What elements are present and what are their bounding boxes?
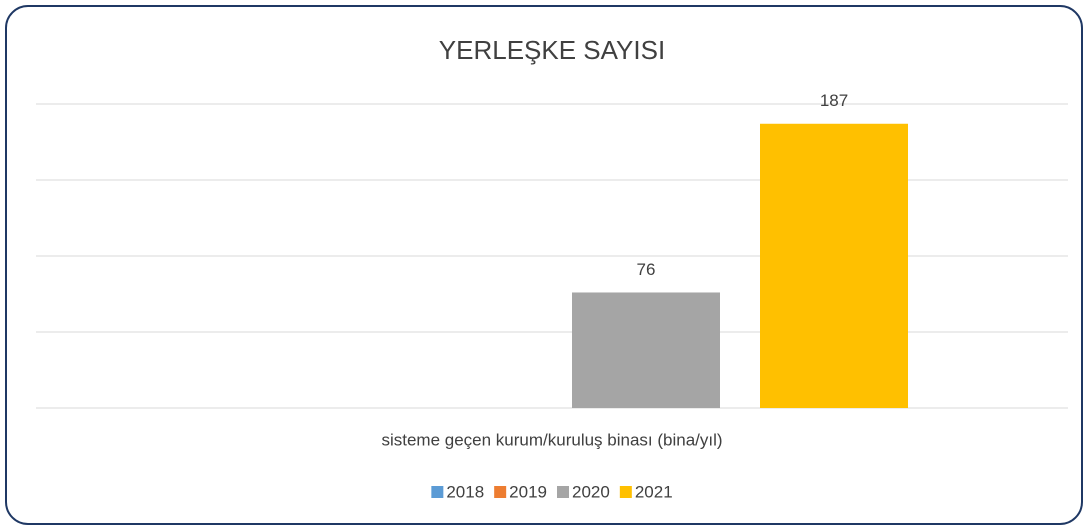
legend-label: 2019 — [509, 482, 547, 501]
data-label: 187 — [820, 91, 848, 110]
legend-swatch — [494, 486, 507, 498]
bar — [760, 123, 908, 408]
legend-label: 2020 — [572, 482, 610, 501]
legend-swatch — [557, 486, 569, 498]
chart-title: YERLEŞKE SAYISI — [439, 35, 665, 65]
data-label: 76 — [637, 260, 656, 279]
legend-label: 2021 — [635, 482, 673, 501]
legend-swatch — [619, 486, 632, 498]
legend-swatch — [431, 486, 444, 498]
x-tick-label: sisteme geçen kurum/kuruluş binası (bina… — [381, 430, 722, 449]
bar — [572, 292, 720, 408]
legend-label: 2018 — [446, 482, 484, 501]
